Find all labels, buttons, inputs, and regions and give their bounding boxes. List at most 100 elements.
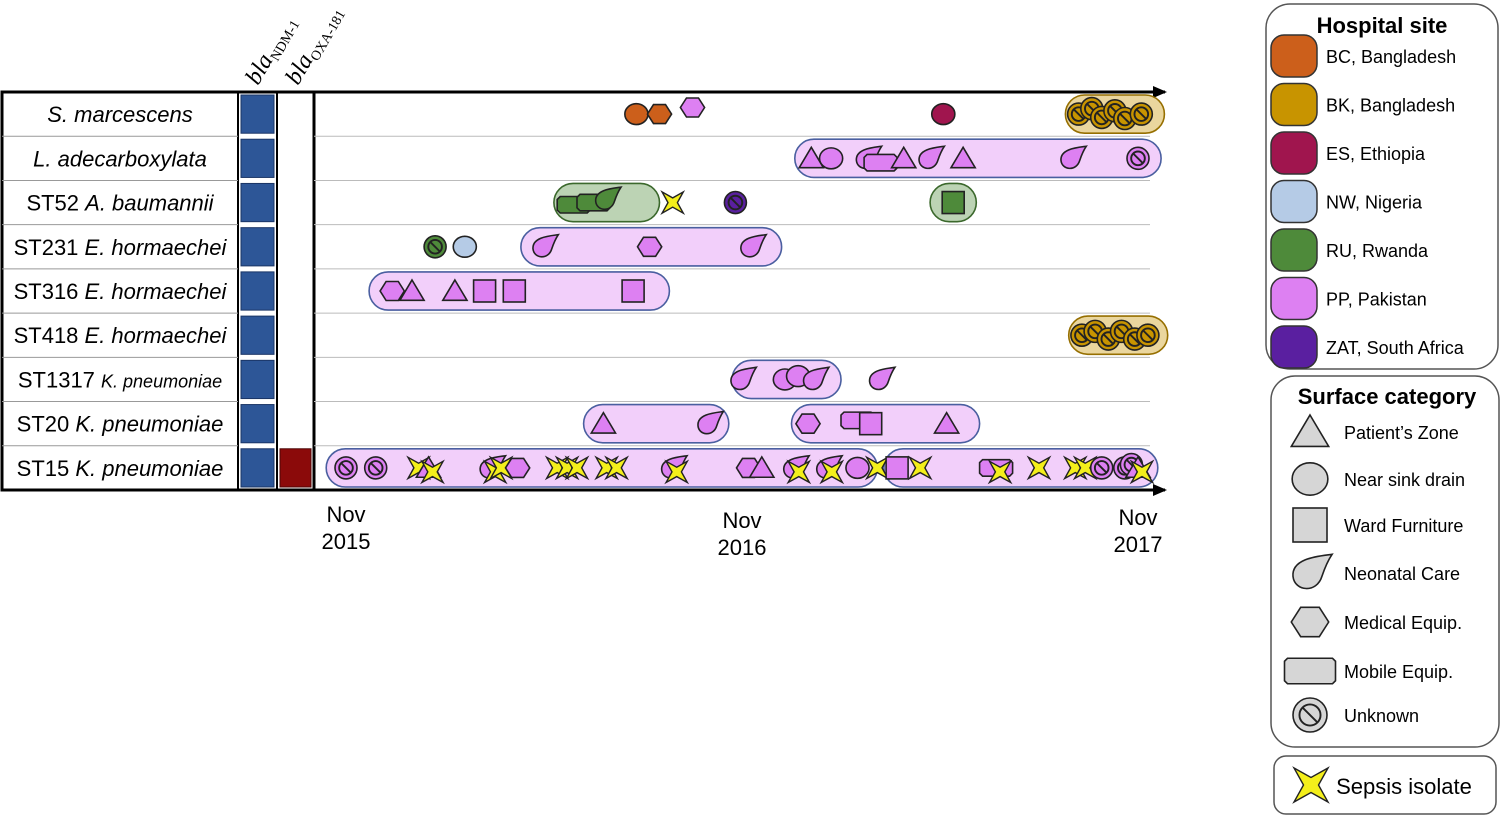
isolate-circle bbox=[845, 456, 870, 480]
isolate-triangle bbox=[398, 278, 426, 302]
row-label-species: L. adecarboxylata bbox=[33, 146, 207, 171]
sepsis-label: Sepsis isolate bbox=[1336, 774, 1472, 799]
site-swatch-pp bbox=[1270, 276, 1318, 321]
gene-cell-ndm bbox=[240, 359, 275, 400]
surface-label: Mobile Equip. bbox=[1344, 662, 1453, 682]
isolate-unknown bbox=[1129, 102, 1154, 126]
row-label-species: K. pneumoniae bbox=[75, 456, 223, 481]
surface-label: Patient’s Zone bbox=[1344, 423, 1459, 443]
row-label: ST52 A. baumannii bbox=[26, 191, 214, 216]
sepsis-star bbox=[786, 459, 812, 485]
x-tick-month: Nov bbox=[326, 502, 365, 527]
isolate-drop bbox=[697, 410, 725, 435]
row-label: ST231 E. hormaechei bbox=[14, 235, 228, 260]
isolate-hexagon bbox=[794, 413, 822, 435]
site-label: ES, Ethiopia bbox=[1326, 144, 1426, 164]
surface-label: Medical Equip. bbox=[1344, 613, 1462, 633]
site-swatch-ru bbox=[1270, 228, 1318, 272]
isolate-square bbox=[621, 279, 645, 303]
sepsis-star bbox=[660, 190, 686, 216]
legend-box bbox=[1270, 375, 1500, 748]
surface-label: Ward Furniture bbox=[1344, 516, 1463, 536]
row-label-prefix: ST20 bbox=[17, 412, 76, 437]
sepsis-star bbox=[987, 459, 1013, 485]
site-swatch-bk bbox=[1270, 82, 1318, 127]
row-label: S. marcescens bbox=[47, 102, 193, 127]
x-tick-year: 2016 bbox=[718, 535, 767, 560]
isolate-unknown bbox=[723, 190, 748, 215]
isolate-drop bbox=[594, 186, 623, 211]
x-tick-year: 2017 bbox=[1114, 532, 1163, 557]
isolate-unknown bbox=[1126, 146, 1150, 171]
isolate-triangle bbox=[890, 145, 918, 169]
isolate-layer bbox=[334, 96, 1160, 485]
species-table: S. marcescens L. adecarboxylata ST52 A. ba… bbox=[0, 90, 1150, 492]
row-label-species: E. hormaechei bbox=[85, 279, 228, 304]
isolate-drop bbox=[918, 145, 947, 170]
cluster-pp bbox=[582, 403, 730, 444]
mobile-icon bbox=[1283, 657, 1337, 685]
row-label-prefix: ST231 bbox=[14, 235, 85, 260]
sepsis-star-icon bbox=[1292, 766, 1330, 804]
isolate-circle bbox=[624, 102, 649, 126]
isolate-square bbox=[472, 279, 497, 303]
gene-cell-ndm bbox=[240, 404, 275, 444]
isolate-drop bbox=[730, 366, 758, 391]
hexagon-icon bbox=[1290, 606, 1330, 638]
isolate-triangle bbox=[797, 145, 825, 169]
row-separators bbox=[2, 135, 1150, 447]
isolate-triangle bbox=[441, 278, 469, 302]
row-label: L. adecarboxylata bbox=[33, 146, 207, 171]
drop-icon bbox=[1292, 553, 1334, 590]
row-label: ST15 K. pneumoniae bbox=[17, 456, 224, 481]
row-label: ST20 K. pneumoniae bbox=[17, 412, 224, 437]
x-tick-year: 2015 bbox=[322, 529, 371, 554]
isolate-square bbox=[941, 190, 966, 215]
row-label-prefix: ST52 bbox=[26, 191, 85, 216]
circle-icon bbox=[1291, 462, 1329, 496]
sepsis-star bbox=[1026, 455, 1052, 481]
isolate-square bbox=[502, 279, 527, 303]
cluster-pp bbox=[790, 403, 981, 444]
gene-cell-ndm bbox=[240, 182, 275, 223]
isolate-triangle bbox=[933, 411, 961, 434]
unknown-icon bbox=[1292, 697, 1328, 733]
isolate-square bbox=[885, 456, 909, 480]
triangle-icon bbox=[1289, 413, 1331, 448]
row-label-prefix: ST15 bbox=[17, 456, 76, 481]
isolate-drop bbox=[740, 233, 768, 258]
gene-cell-ndm bbox=[240, 138, 275, 178]
isolate-hexagon bbox=[646, 103, 673, 125]
row-label-species: K. pneumoniae bbox=[75, 412, 223, 437]
isolate-triangle bbox=[589, 411, 617, 434]
isolate-circle bbox=[930, 102, 956, 126]
isolate-unknown bbox=[363, 456, 388, 480]
legend-surface-category: Surface category Patient’s Zone Near sink… bbox=[1270, 375, 1500, 748]
row-label: ST316 E. hormaechei bbox=[14, 279, 228, 304]
site-label: BC, Bangladesh bbox=[1326, 47, 1456, 67]
row-label: ST1317 K. pneumoniae bbox=[18, 367, 222, 392]
gene-cells bbox=[240, 94, 312, 488]
sepsis-star bbox=[1129, 459, 1155, 485]
isolate-hexagon bbox=[379, 280, 406, 302]
isolate-unknown bbox=[1136, 323, 1160, 348]
row-label-species: E. hormaechei bbox=[85, 235, 228, 260]
isolate-circle bbox=[818, 147, 844, 170]
site-label: ZAT, South Africa bbox=[1326, 338, 1465, 358]
site-swatch-es bbox=[1270, 131, 1318, 175]
isolate-hexagon bbox=[679, 97, 706, 118]
gene-cell-oxa bbox=[279, 448, 312, 488]
row-label-species: E. hormaechei bbox=[85, 323, 228, 348]
sepsis-star bbox=[604, 455, 630, 481]
isolate-drop bbox=[868, 366, 897, 391]
isolate-triangle bbox=[949, 145, 977, 169]
isolate-unknown bbox=[334, 456, 358, 480]
isolate-unknown bbox=[1089, 456, 1114, 480]
row-labels: S. marcescens L. adecarboxylata ST52 A. ba… bbox=[14, 102, 228, 481]
site-label: BK, Bangladesh bbox=[1326, 96, 1455, 116]
isolate-drop bbox=[1060, 145, 1088, 170]
row-label-prefix: ST316 bbox=[14, 279, 85, 304]
